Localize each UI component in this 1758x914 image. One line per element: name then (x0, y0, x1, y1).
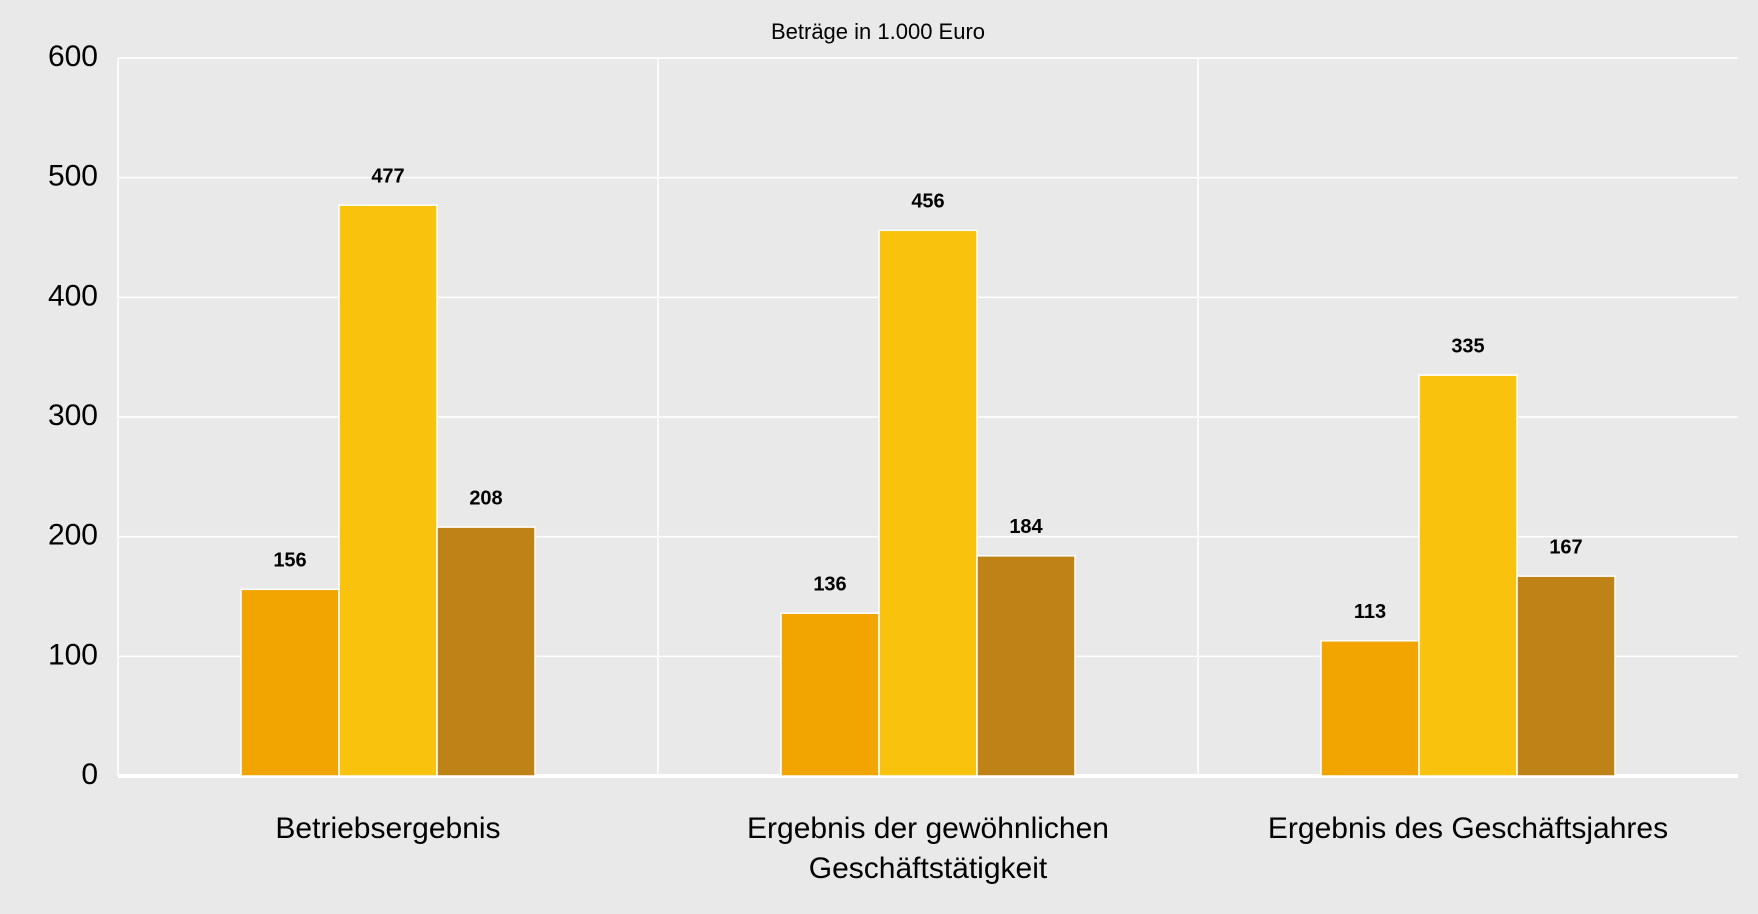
data-label: 167 (1549, 536, 1582, 558)
y-tick-label: 0 (81, 758, 98, 791)
chart-subtitle: Beträge in 1.000 Euro (771, 19, 985, 44)
bar (338, 204, 438, 777)
bar (240, 588, 340, 777)
y-tick-label: 400 (48, 279, 98, 312)
x-tick-label: Ergebnis der gewöhnlichen Geschäftstätig… (747, 812, 1109, 885)
x-tick-label: Ergebnis des Geschäftsjahres (1267, 812, 1669, 845)
data-label: 136 (813, 574, 846, 596)
data-label: 456 (911, 191, 944, 213)
data-label: 113 (1354, 601, 1386, 623)
data-label: 184 (1009, 516, 1043, 538)
bar (1418, 374, 1518, 777)
y-tick-label: 300 (48, 399, 98, 432)
data-label: 477 (371, 165, 404, 187)
bar (878, 229, 978, 777)
y-tick-label: 600 (48, 40, 98, 73)
bar (1516, 575, 1616, 777)
bar (1320, 640, 1420, 777)
data-label: 156 (273, 550, 306, 572)
y-tick-label: 100 (48, 638, 98, 671)
data-label: 335 (1451, 335, 1484, 357)
bar (436, 526, 536, 777)
y-tick-label: 200 (48, 519, 98, 552)
data-label: 208 (469, 487, 502, 509)
y-tick-label: 500 (48, 160, 98, 193)
bar (780, 612, 880, 777)
x-tick-label: Betriebsergebnis (275, 812, 501, 845)
bar (976, 555, 1076, 777)
